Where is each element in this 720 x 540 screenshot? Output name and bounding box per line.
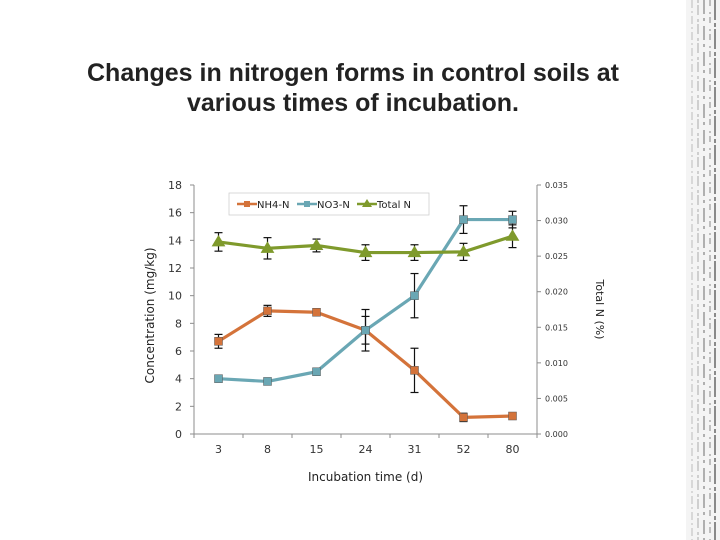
y-tick-label: 12: [168, 262, 182, 275]
data-point: [358, 245, 373, 258]
data-point: [263, 306, 272, 316]
chart-legend: NH4-N NO3-N Total N: [228, 192, 430, 216]
data-point: [260, 241, 275, 253]
data-point: [456, 244, 471, 257]
y-tick-label: 8: [175, 317, 182, 330]
data-point: [459, 413, 468, 422]
y2-tick-label: 0.000: [545, 430, 568, 439]
data-point: [407, 245, 422, 258]
y-tick-label: 4: [175, 373, 182, 386]
decorative-edge: [686, 0, 720, 540]
series-line-no3-n: [218, 217, 513, 384]
x-tick-label: 52: [457, 443, 471, 456]
chart-tick-labels: 0246810121416180.0000.0050.0100.0150.020…: [168, 179, 568, 456]
chart-axes: [190, 184, 541, 438]
y2-tick-label: 0.010: [545, 359, 568, 368]
slide-title: Changes in nitrogen forms in control soi…: [0, 58, 706, 118]
y2-axis-label: Total N (%): [593, 279, 606, 340]
y-tick-label: 6: [175, 345, 182, 358]
y-tick-label: 2: [175, 400, 182, 413]
legend-label: NH4-N: [257, 200, 289, 211]
data-point: [214, 337, 223, 346]
legend-box: [228, 192, 430, 216]
y-axis-label: Concentration (mg/kg): [143, 248, 157, 384]
data-point: [508, 215, 517, 224]
data-point: [410, 291, 419, 300]
y-tick-label: 10: [168, 290, 182, 303]
x-axis-label: Incubation time (d): [308, 470, 423, 484]
slide-title-line-1: Changes in nitrogen forms in control soi…: [87, 59, 619, 87]
x-tick-label: 31: [408, 443, 422, 456]
legend-label: NO3-N: [317, 200, 350, 211]
x-tick-label: 15: [310, 443, 324, 456]
data-point: [263, 377, 272, 386]
data-point: [211, 234, 226, 247]
y-tick-label: 18: [168, 179, 182, 192]
slide-title-line-2: various times of incubation.: [187, 89, 519, 117]
legend-entry: Total N: [357, 199, 411, 211]
y2-tick-label: 0.025: [545, 252, 568, 261]
data-point: [312, 367, 321, 376]
chart-series: [211, 205, 520, 423]
x-tick-label: 3: [215, 443, 222, 456]
x-tick-label: 24: [359, 443, 373, 456]
data-point: [410, 366, 419, 375]
y2-tick-label: 0.035: [545, 181, 568, 190]
y2-tick-label: 0.030: [545, 217, 568, 226]
y2-tick-label: 0.020: [545, 288, 568, 297]
y-tick-label: 14: [168, 234, 182, 247]
legend-entry: NO3-N: [297, 200, 350, 211]
data-point: [459, 215, 468, 224]
data-point: [508, 411, 517, 421]
data-point: [312, 308, 321, 317]
data-point: [309, 238, 324, 250]
x-tick-label: 80: [506, 443, 520, 456]
data-point: [505, 229, 520, 241]
data-point: [361, 326, 370, 335]
y2-tick-label: 0.015: [545, 323, 568, 332]
x-tick-label: 8: [264, 443, 271, 456]
nitrogen-line-chart: 0246810121416180.0000.0050.0100.0150.020…: [143, 179, 606, 484]
legend-label: Total N: [376, 200, 411, 211]
data-point: [214, 374, 223, 383]
y-tick-label: 16: [168, 207, 182, 220]
y-tick-label: 0: [175, 428, 182, 441]
legend-entry: NH4-N: [237, 200, 289, 211]
y2-tick-label: 0.005: [545, 394, 568, 403]
